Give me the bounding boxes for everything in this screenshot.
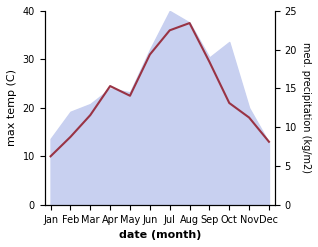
X-axis label: date (month): date (month): [119, 230, 201, 240]
Y-axis label: med. precipitation (kg/m2): med. precipitation (kg/m2): [301, 42, 311, 173]
Y-axis label: max temp (C): max temp (C): [7, 69, 17, 146]
